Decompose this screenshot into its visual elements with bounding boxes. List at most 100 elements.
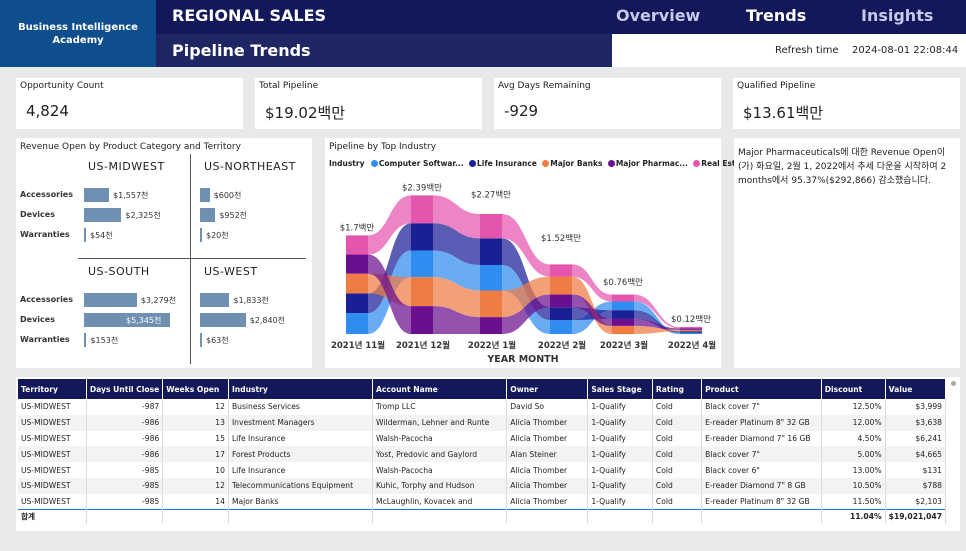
tab-trends[interactable]: Trends xyxy=(746,6,807,25)
opportunity-table-panel[interactable]: Territory Days Until Close Weeks Open Indus… xyxy=(16,377,960,531)
bar-us-south-warranties[interactable] xyxy=(84,333,87,347)
bar-value-label: $2,325천 xyxy=(125,211,161,220)
bar-value-label: $20천 xyxy=(206,231,229,240)
column-header-sales-stage[interactable]: Sales Stage xyxy=(587,379,653,399)
area-ribbon xyxy=(433,250,480,291)
tab-insights[interactable]: Insights xyxy=(861,6,934,25)
bar-us-south-devices[interactable] xyxy=(84,313,170,327)
legend-item-computer-software[interactable]: Computer Softwar... xyxy=(370,159,464,168)
bar-value-label: $1,833천 xyxy=(233,296,269,305)
kpi-card-total-pipeline[interactable]: Total Pipeline $19.02백만 xyxy=(255,78,482,129)
revenue-by-territory-panel[interactable]: Revenue Open by Product Category and Ter… xyxy=(16,138,312,368)
kpi-card-opportunity-count[interactable]: Opportunity Count 4,824 xyxy=(16,78,243,129)
stack-segment[interactable] xyxy=(411,277,433,307)
stack-segment[interactable] xyxy=(612,301,634,311)
stack-segment[interactable] xyxy=(346,254,368,274)
stacked-area-chart[interactable]: $1.7백만 2021년 11월 $2.39백만 2021년 12월 $2.27백만 20… xyxy=(325,138,721,368)
stack-segment[interactable] xyxy=(411,306,433,334)
pipeline-by-industry-panel[interactable]: Pipeline by Top Industry Industry Comput… xyxy=(325,138,749,368)
bar-value-label: $600천 xyxy=(213,191,242,200)
legend-item-major-pharmaceuticals[interactable]: Major Pharmac... xyxy=(607,159,688,168)
table-row[interactable]: US-MIDWEST -985 12 Telecommunications Equip… xyxy=(18,477,947,494)
column-header-value[interactable]: Value xyxy=(885,379,947,399)
bar-us-midwest-warranties[interactable] xyxy=(84,228,86,242)
table-cell: US-MIDWEST xyxy=(18,430,87,447)
app-logo: Business Intelligence Academy xyxy=(0,0,156,67)
bar-us-northeast-devices[interactable] xyxy=(200,208,216,222)
column-header-industry[interactable]: Industry xyxy=(228,379,374,399)
table-row[interactable]: US-MIDWEST -985 10 Life Insurance Walsh-Paco… xyxy=(18,462,947,478)
stack-segment[interactable] xyxy=(346,293,368,314)
stack-segment[interactable] xyxy=(680,331,702,333)
bar-us-south-accessories[interactable] xyxy=(84,293,137,307)
stack-segment[interactable] xyxy=(612,294,634,302)
total-cell xyxy=(587,509,653,524)
stack-segment[interactable] xyxy=(346,313,368,334)
stack-segment[interactable] xyxy=(550,320,572,334)
bar-us-west-devices[interactable] xyxy=(200,313,246,327)
legend-item-real-estate[interactable]: Real Estate xyxy=(693,159,749,168)
table-cell: US-MIDWEST xyxy=(18,477,87,494)
table-cell: -985 xyxy=(86,462,164,478)
bar-us-west-accessories[interactable] xyxy=(200,293,230,307)
stack-segment[interactable] xyxy=(480,238,502,265)
stack-segment[interactable] xyxy=(480,213,502,239)
area-ribbon xyxy=(502,276,550,318)
stack-segment[interactable] xyxy=(680,332,702,334)
stack-segment[interactable] xyxy=(612,318,634,326)
column-header-account-name[interactable]: Account Name xyxy=(372,379,508,399)
table-row[interactable]: US-MIDWEST -985 14 Major Banks McLaughlin, K… xyxy=(18,493,947,510)
legend-title: Industry xyxy=(329,159,365,168)
table-cell: 10 xyxy=(162,462,229,478)
column-header-days-until-close[interactable]: Days Until Close xyxy=(86,379,164,399)
stack-segment[interactable] xyxy=(480,290,502,318)
area-ribbon xyxy=(368,254,411,334)
column-header-owner[interactable]: Owner xyxy=(506,379,589,399)
stack-segment[interactable] xyxy=(346,235,368,255)
stack-segment[interactable] xyxy=(480,264,502,291)
table-row[interactable]: US-MIDWEST -986 15 Life Insurance Walsh-Paco… xyxy=(18,430,947,447)
stack-segment[interactable] xyxy=(550,264,572,277)
bar-us-midwest-accessories[interactable] xyxy=(84,188,110,202)
bar-us-midwest-devices[interactable] xyxy=(84,208,122,222)
stack-segment[interactable] xyxy=(346,273,368,294)
table-row[interactable]: US-MIDWEST -986 17 Forest Products Yost, Pre… xyxy=(18,446,947,463)
legend-item-life-insurance[interactable]: Life Insurance xyxy=(469,159,537,168)
table-cell: 1-Qualify xyxy=(587,477,653,494)
bar-value-label: $63천 xyxy=(206,336,229,345)
stack-segment[interactable] xyxy=(411,195,433,224)
column-header-territory[interactable]: Territory xyxy=(18,379,87,399)
legend-item-major-banks[interactable]: Major Banks xyxy=(542,159,602,168)
stack-segment[interactable] xyxy=(612,310,634,319)
column-header-weeks-open[interactable]: Weeks Open xyxy=(162,379,229,399)
table-row[interactable]: US-MIDWEST -987 12 Business Services Tromp L… xyxy=(18,399,947,415)
legend-label: Life Insurance xyxy=(477,159,537,168)
table-row[interactable]: US-MIDWEST -986 13 Investment Managers Wilde… xyxy=(18,414,947,431)
stack-segment[interactable] xyxy=(480,317,502,334)
opportunity-table[interactable]: Territory Days Until Close Weeks Open Indus… xyxy=(18,379,947,524)
scrollbar-thumb[interactable] xyxy=(951,381,956,386)
kpi-card-qualified-pipeline[interactable]: Qualified Pipeline $13.61백만 xyxy=(733,78,960,129)
stack-segment[interactable] xyxy=(612,325,634,334)
column-header-product[interactable]: Product xyxy=(701,379,822,399)
kpi-card-avg-days-remaining[interactable]: Avg Days Remaining -929 xyxy=(494,78,721,129)
stack-segment[interactable] xyxy=(411,223,433,251)
chart-title: Pipeline by Top Industry xyxy=(329,142,437,152)
stack-segment[interactable] xyxy=(550,276,572,295)
bar-us-northeast-warranties[interactable] xyxy=(200,228,202,242)
stack-segment[interactable] xyxy=(550,294,572,308)
bar-us-northeast-accessories[interactable] xyxy=(200,188,210,202)
column-header-discount[interactable]: Discount xyxy=(821,379,886,399)
area-ribbon xyxy=(502,294,550,334)
bar-us-west-warranties[interactable] xyxy=(200,333,202,347)
territory-title-us-west: US-WEST xyxy=(204,265,258,278)
stack-segment[interactable] xyxy=(550,307,572,321)
tab-overview[interactable]: Overview xyxy=(616,6,701,25)
table-cell: 1-Qualify xyxy=(587,446,653,463)
stack-segment[interactable] xyxy=(411,250,433,278)
stack-segment[interactable] xyxy=(680,329,702,332)
stack-segment[interactable] xyxy=(680,328,702,330)
column-header-rating[interactable]: Rating xyxy=(652,379,703,399)
table-cell: 12 xyxy=(162,399,229,415)
stack-segment[interactable] xyxy=(680,327,702,329)
